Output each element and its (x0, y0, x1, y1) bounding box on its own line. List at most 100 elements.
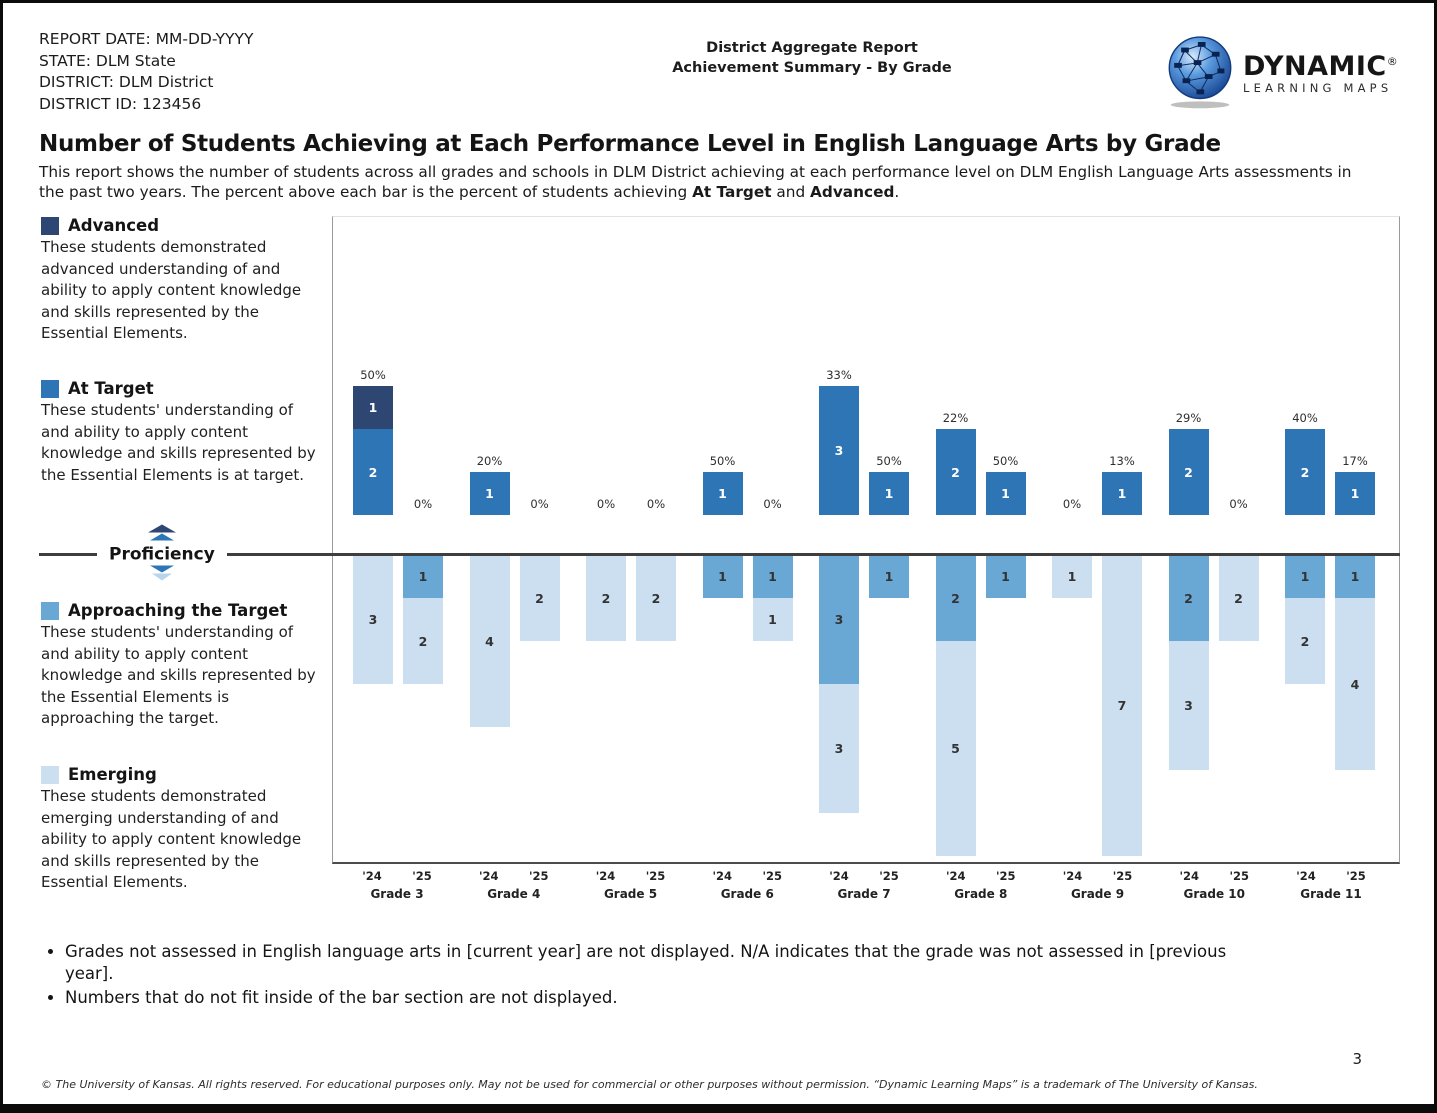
bar-segment-emerging: 7 (1102, 555, 1142, 856)
bar-grade-9-25: 13% 1 7 (1102, 217, 1142, 862)
proficiency-up-arrow-icon (147, 524, 177, 546)
bar-segment-emerging: 2 (636, 555, 676, 641)
bar-segment-emerging: 4 (1335, 598, 1375, 770)
axis-group-grade-10: '24 '25 Grade 10 (1169, 869, 1259, 901)
emerging-description: These students demonstrated emerging und… (41, 787, 302, 891)
bar-segment-emerging: 3 (353, 555, 393, 684)
chart-area: 50% 1 2 3 0% 1 2 20% 1 4 0% 2 0% 2 0% 2 50% 1 1 0% 1 1 33% 3 3 3 5… (332, 216, 1400, 901)
bar-segment-emerging: 2 (1285, 598, 1325, 684)
bar-segment-emerging: 4 (469, 555, 510, 727)
bar-grade-4-25: 0% 2 (519, 217, 560, 862)
bar-grade-3-24: 50% 1 2 3 (353, 217, 393, 862)
axis-group-grade-4: '24 '25 Grade 4 (469, 869, 559, 901)
dlm-logo: DYNAMIC® LEARNING MAPS (1165, 29, 1400, 113)
report-state: STATE: DLM State (39, 51, 176, 70)
axis-group-grade-3: '24 '25 Grade 3 (352, 869, 442, 901)
chart-axis: '24'25 Grade 3'24'25 Grade 4'24'25 Grade 5 '… (332, 864, 1400, 901)
bar-grade-4-24: 20% 1 4 (469, 217, 510, 862)
bar-stack-above: 22% 2 (935, 411, 976, 515)
bar-stack-above: 50% 1 (869, 454, 909, 515)
bar-stack-below: 1 (702, 555, 743, 598)
bar-stack-below: 3 (353, 555, 393, 684)
bar-stack-above: 0% (636, 497, 676, 515)
bar-segment-approaching: 1 (702, 555, 743, 598)
bar-segment-at_target: 1 (702, 472, 743, 515)
bar-stack-above: 40% 2 (1285, 411, 1325, 515)
year-label: '24 (829, 869, 849, 883)
year-label: '25 (1229, 869, 1250, 883)
year-label: '25 (762, 869, 783, 883)
bar-group-grade-6: 50% 1 1 0% 1 1 (702, 217, 793, 862)
year-label: '25 (995, 869, 1016, 883)
year-row: '24 '25 (819, 869, 909, 883)
bar-segment-at_target: 1 (1335, 472, 1375, 515)
bar-stack-above: 0% (1052, 497, 1092, 515)
bar-grade-3-25: 0% 1 2 (403, 217, 443, 862)
page-number: 3 (1352, 1050, 1362, 1068)
year-row: '24 '25 (1169, 869, 1259, 883)
year-row: '24 '25 (352, 869, 442, 883)
bar-segment-emerging: 2 (519, 555, 560, 641)
report-type-line1: District Aggregate Report (706, 40, 918, 56)
report-type-heading: District Aggregate Report Achievement Su… (459, 29, 1165, 78)
bar-group-grade-5: 0% 2 0% 2 (586, 217, 676, 862)
bar-segment-emerging: 2 (1218, 555, 1259, 641)
grade-label: Grade 5 (603, 887, 658, 901)
bar-stack-below: 2 (519, 555, 560, 641)
grade-label: Grade 10 (1183, 887, 1245, 901)
bar-grade-5-25: 0% 2 (636, 217, 676, 862)
copyright-notice: © The University of Kansas. All rights r… (41, 1078, 1258, 1091)
grade-label: Grade 6 (720, 887, 774, 901)
logo-subtitle: LEARNING MAPS (1243, 81, 1393, 96)
at-target-swatch (41, 379, 59, 398)
bar-segment-approaching: 1 (985, 555, 1026, 598)
advanced-label: Advanced (68, 216, 159, 235)
grade-label: Grade 4 (487, 887, 541, 901)
chart-plot-box: 50% 1 2 3 0% 1 2 20% 1 4 0% 2 0% 2 0% 2 50% 1 1 0% 1 1 33% 3 3 3 5… (332, 216, 1400, 864)
axis-group-grade-11: '24 '25 Grade 11 (1286, 869, 1376, 901)
year-label: '24 (595, 869, 616, 883)
bar-stack-above: 0% (403, 497, 443, 515)
bar-segment-at_target: 2 (1285, 429, 1325, 515)
percent-label: 33% (826, 368, 852, 382)
bar-stack-below: 2 (636, 555, 676, 641)
bar-grade-5-24: 0% 2 (586, 217, 626, 862)
emerging-label: Emerging (68, 765, 157, 784)
bar-group-grade-8: 22% 2 2 5 50% 1 1 (935, 217, 1026, 862)
bar-group-grade-4: 20% 1 4 0% 2 (469, 217, 560, 862)
bar-segment-approaching: 1 (1335, 555, 1375, 598)
logo-wordmark: DYNAMIC® LEARNING MAPS (1243, 53, 1398, 95)
grade-label: Grade 8 (954, 887, 1008, 901)
bar-grade-7-24: 33% 3 3 3 (819, 217, 859, 862)
year-label: '25 (1346, 869, 1366, 883)
percent-label: 0% (530, 497, 549, 511)
proficiency-down-arrow-icon (147, 565, 177, 586)
desc-bold-advanced: Advanced (810, 182, 895, 201)
approaching-swatch (41, 601, 59, 620)
bar-segment-at_target: 2 (935, 429, 976, 515)
report-date: REPORT DATE: MM-DD-YYYY (39, 30, 254, 48)
percent-label: 17% (1342, 454, 1368, 468)
percent-label: 0% (1062, 497, 1082, 511)
legend-advanced: Advanced These students demonstrated adv… (41, 216, 317, 345)
page-description: This report shows the number of students… (39, 163, 1352, 201)
at-target-description: These students' understanding of and abi… (41, 401, 316, 484)
report-header: REPORT DATE: MM-DD-YYYY STATE: DLM State… (39, 29, 1400, 115)
percent-label: 0% (413, 497, 433, 511)
logo-name: DYNAMIC® (1243, 51, 1399, 83)
percent-label: 50% (360, 368, 386, 382)
approaching-description: These students' understanding of and abi… (41, 623, 316, 727)
performance-level-legend: Advanced These students demonstrated adv… (39, 216, 332, 901)
bar-group-grade-7: 33% 3 3 3 50% 1 1 (819, 217, 909, 862)
bar-stack-above: 20% 1 (469, 454, 510, 515)
year-label: '25 (412, 869, 432, 883)
year-label: '25 (528, 869, 549, 883)
report-district: DISTRICT: DLM District (39, 73, 214, 91)
percent-label: 50% (992, 454, 1019, 468)
